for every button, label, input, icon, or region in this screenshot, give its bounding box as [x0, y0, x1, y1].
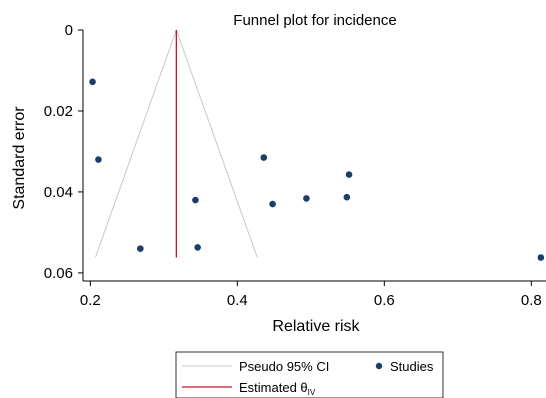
x-axis-title: Relative risk	[272, 318, 360, 335]
y-axis-title: Standard error	[11, 106, 28, 210]
legend-ci-label: Pseudo 95% CI	[239, 359, 329, 374]
legend-studies-label: Studies	[390, 359, 434, 374]
legend: Pseudo 95% CI Studies Estimated θIV	[175, 351, 444, 398]
y-tick-label: 0.06	[44, 265, 73, 282]
chart-title: Funnel plot for incidence	[233, 12, 396, 29]
x-tick-label: 0.6	[374, 292, 395, 309]
x-tick-label: 0.8	[521, 292, 542, 309]
legend-box	[175, 351, 444, 398]
study-point	[137, 245, 144, 252]
x-tick-label: 0.4	[227, 292, 248, 309]
legend-estimate-subscript: IV	[308, 388, 316, 397]
y-tick-label: 0	[65, 22, 73, 39]
study-point	[194, 244, 201, 251]
y-tick-label: 0.02	[44, 103, 73, 120]
legend-estimate-label: Estimated θIV	[239, 380, 316, 397]
ci-line-left	[94, 29, 177, 258]
ci-line-right	[175, 29, 258, 258]
study-point	[343, 193, 351, 201]
legend-studies-marker	[375, 362, 383, 370]
x-tick-label: 0.2	[80, 292, 101, 309]
study-point	[95, 156, 102, 163]
study-point	[345, 171, 353, 178]
study-point	[260, 154, 268, 161]
plot-area: 0.2 0.4 0.6 0.8 0 0.02 0.04 0.06	[44, 22, 546, 309]
study-point	[192, 196, 199, 204]
y-tick-label: 0.04	[44, 184, 73, 201]
legend-estimate-text: Estimated θ	[239, 380, 308, 395]
study-point	[269, 200, 276, 208]
study-point	[89, 78, 96, 86]
study-point	[537, 254, 545, 261]
study-point	[303, 195, 310, 202]
